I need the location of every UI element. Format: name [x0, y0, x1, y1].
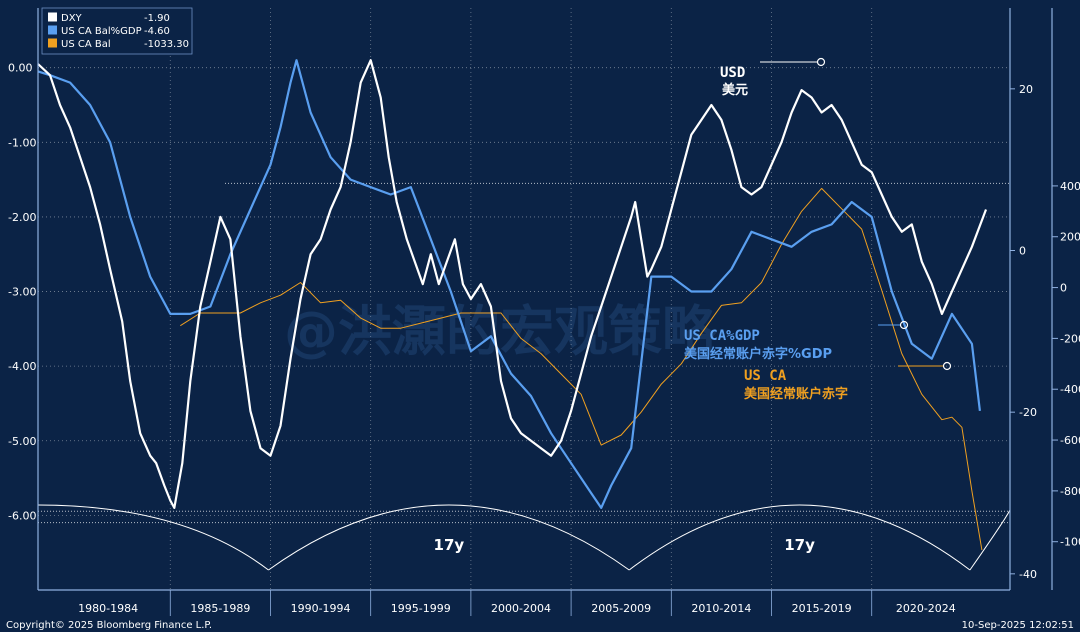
left-axis-tick: 0.00 [8, 62, 33, 75]
outer-right-axis-tick: 400 [1060, 180, 1080, 193]
x-axis-label: 1990-1994 [291, 602, 351, 615]
series-line-dxy [37, 59, 988, 509]
axis-layer: 0.00 -1.00 -2.00 -3.00 -4.00 -5.00 -6.00 1980-1… [8, 8, 1080, 616]
x-axis-label: 1985-1989 [190, 602, 250, 615]
cycle-arc-partial-left [37, 504, 269, 571]
grid-layer [38, 8, 1010, 590]
left-axis-tick: -1.00 [8, 136, 36, 149]
x-axis-label: 1980-1984 [78, 602, 138, 615]
outer-right-axis-tick: -800 [1060, 485, 1080, 498]
usd-annotation: USD [720, 65, 745, 81]
inner-right-axis-tick: 0 [1019, 245, 1026, 258]
ca-marker [942, 361, 952, 371]
outer-right-axis-tick: 200 [1060, 231, 1080, 244]
cycle-arc [628, 504, 971, 571]
ca-gdp-annotation-cn: 美国经常账户赤字%GDP [684, 346, 832, 362]
left-axis-tick: -5.00 [8, 435, 36, 448]
legend-swatch [48, 12, 57, 22]
legend-label: US CA Bal [61, 39, 111, 50]
cycle-arc-partial-right [969, 509, 1011, 571]
legend-label: US CA Bal%GDP [61, 26, 142, 37]
ca-annotation-cn: 美国经常账户赤字 [744, 386, 848, 402]
legend-box [41, 7, 193, 55]
x-axis-label: 2020-2024 [896, 602, 956, 615]
outer-right-axis-tick: -600 [1060, 434, 1080, 447]
ca-gdp-marker [899, 320, 909, 330]
legend-swatch [48, 25, 57, 35]
series-layer [37, 59, 988, 551]
outer-right-axis-tick: -1000 [1060, 536, 1080, 549]
x-axis-label: 2010-2014 [691, 602, 751, 615]
x-axis-label: 2000-2004 [491, 602, 551, 615]
left-axis-tick: -3.00 [8, 286, 36, 299]
legend-value: -1033.30 [144, 39, 189, 50]
x-axis-label: 2005-2009 [591, 602, 651, 615]
left-axis-tick: -2.00 [8, 211, 36, 224]
x-axis-label: 2015-2019 [792, 602, 852, 615]
outer-right-axis-tick: -400 [1060, 383, 1080, 396]
inner-right-axis-tick: -20 [1019, 406, 1037, 419]
usd-annotation-cn: 美元 [722, 82, 748, 98]
usd-marker [816, 57, 826, 67]
x-axis-label: 1995-1999 [391, 602, 451, 615]
outer-right-axis-tick: -200 [1060, 332, 1080, 345]
cycle-label: 17y [784, 536, 815, 554]
copyright-footer: Copyright© 2025 Bloomberg Finance L.P. [6, 620, 212, 631]
legend-value: -4.60 [144, 26, 170, 37]
series-line-us-ca-bal [180, 187, 983, 551]
inner-right-axis-tick: -40 [1019, 568, 1037, 581]
cycle-layer: 17y 17y [37, 504, 1011, 571]
inner-right-axis-tick: 20 [1019, 83, 1033, 96]
cycle-label: 17y [434, 536, 465, 554]
ca-annotation: US CA [744, 368, 787, 384]
ca-gdp-annotation: US CA%GDP [684, 328, 760, 344]
legend-value: -1.90 [144, 13, 170, 24]
cycle-arc [268, 504, 630, 571]
left-axis-tick: -6.00 [8, 509, 36, 522]
legend-label: DXY [61, 13, 83, 24]
timestamp-footer: 10-Sep-2025 12:02:51 [962, 620, 1074, 631]
left-axis-tick: -4.00 [8, 360, 36, 373]
outer-right-axis-tick: 0 [1060, 282, 1067, 295]
legend-swatch [48, 38, 57, 48]
